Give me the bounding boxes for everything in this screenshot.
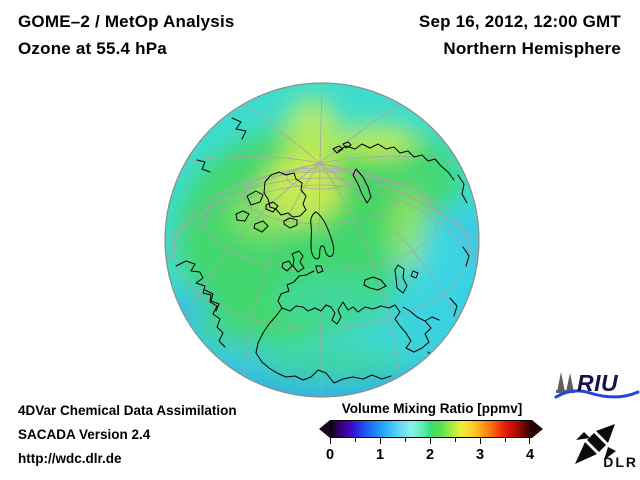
colorbar-ticks bbox=[330, 438, 530, 445]
dlr-swallow-icon bbox=[575, 424, 616, 464]
credit-block: 4DVar Chemical Data Assimilation SACADA … bbox=[18, 399, 237, 471]
tick-major bbox=[529, 438, 530, 444]
hemisphere-label: Northern Hemisphere bbox=[443, 39, 621, 58]
tick-major bbox=[430, 438, 431, 444]
tick-minor bbox=[505, 438, 506, 442]
globe-outline bbox=[164, 82, 480, 398]
colorbar-tick-label: 3 bbox=[475, 447, 485, 463]
colorbar-title: Volume Mixing Ratio [ppmv] bbox=[341, 401, 523, 416]
riu-logo-art bbox=[554, 372, 640, 399]
assimilation-label: 4DVar Chemical Data Assimilation bbox=[18, 403, 237, 418]
tick-major bbox=[330, 438, 331, 444]
colorbar-tick-label: 4 bbox=[525, 447, 535, 463]
riu-wordmark: RIU bbox=[577, 370, 619, 396]
colorbar-tick-label: 0 bbox=[325, 447, 335, 463]
product-name: GOME–2 / MetOp Analysis bbox=[18, 12, 235, 31]
dlr-logo: DLR bbox=[564, 414, 640, 472]
colorbar-bar bbox=[319, 420, 545, 438]
tick-minor bbox=[455, 438, 456, 442]
product-level: Ozone at 55.4 hPa bbox=[18, 39, 167, 58]
riu-logo: RIU bbox=[554, 370, 640, 402]
timestamp: Sep 16, 2012, 12:00 GMT bbox=[418, 12, 621, 31]
coastlines bbox=[175, 117, 470, 384]
colorbar-left-arrow-icon bbox=[319, 420, 330, 438]
version-label: SACADA Version 2.4 bbox=[18, 427, 151, 442]
rhine-wave-icon bbox=[554, 389, 640, 399]
tick-major bbox=[480, 438, 481, 444]
tick-minor bbox=[405, 438, 406, 442]
product-title-block: GOME–2 / MetOp Analysis Ozone at 55.4 hP… bbox=[18, 8, 235, 62]
tick-minor bbox=[355, 438, 356, 442]
colorbar-tick-label: 2 bbox=[425, 447, 435, 463]
colorbar-gradient bbox=[330, 420, 532, 438]
colorbar-right-arrow-icon bbox=[532, 420, 543, 438]
dlr-wordmark: DLR bbox=[603, 454, 638, 470]
colorbar-tick-label: 1 bbox=[375, 447, 385, 463]
tick-major bbox=[380, 438, 381, 444]
colorbar: Volume Mixing Ratio [ppmv] 0 1 2 3 4 bbox=[319, 401, 545, 463]
wdc-url: http://wdc.dlr.de bbox=[18, 451, 122, 466]
colorbar-labels: 0 1 2 3 4 bbox=[326, 447, 534, 463]
graticule bbox=[165, 83, 479, 397]
datetime-block: Sep 16, 2012, 12:00 GMT Northern Hemisph… bbox=[419, 8, 621, 62]
